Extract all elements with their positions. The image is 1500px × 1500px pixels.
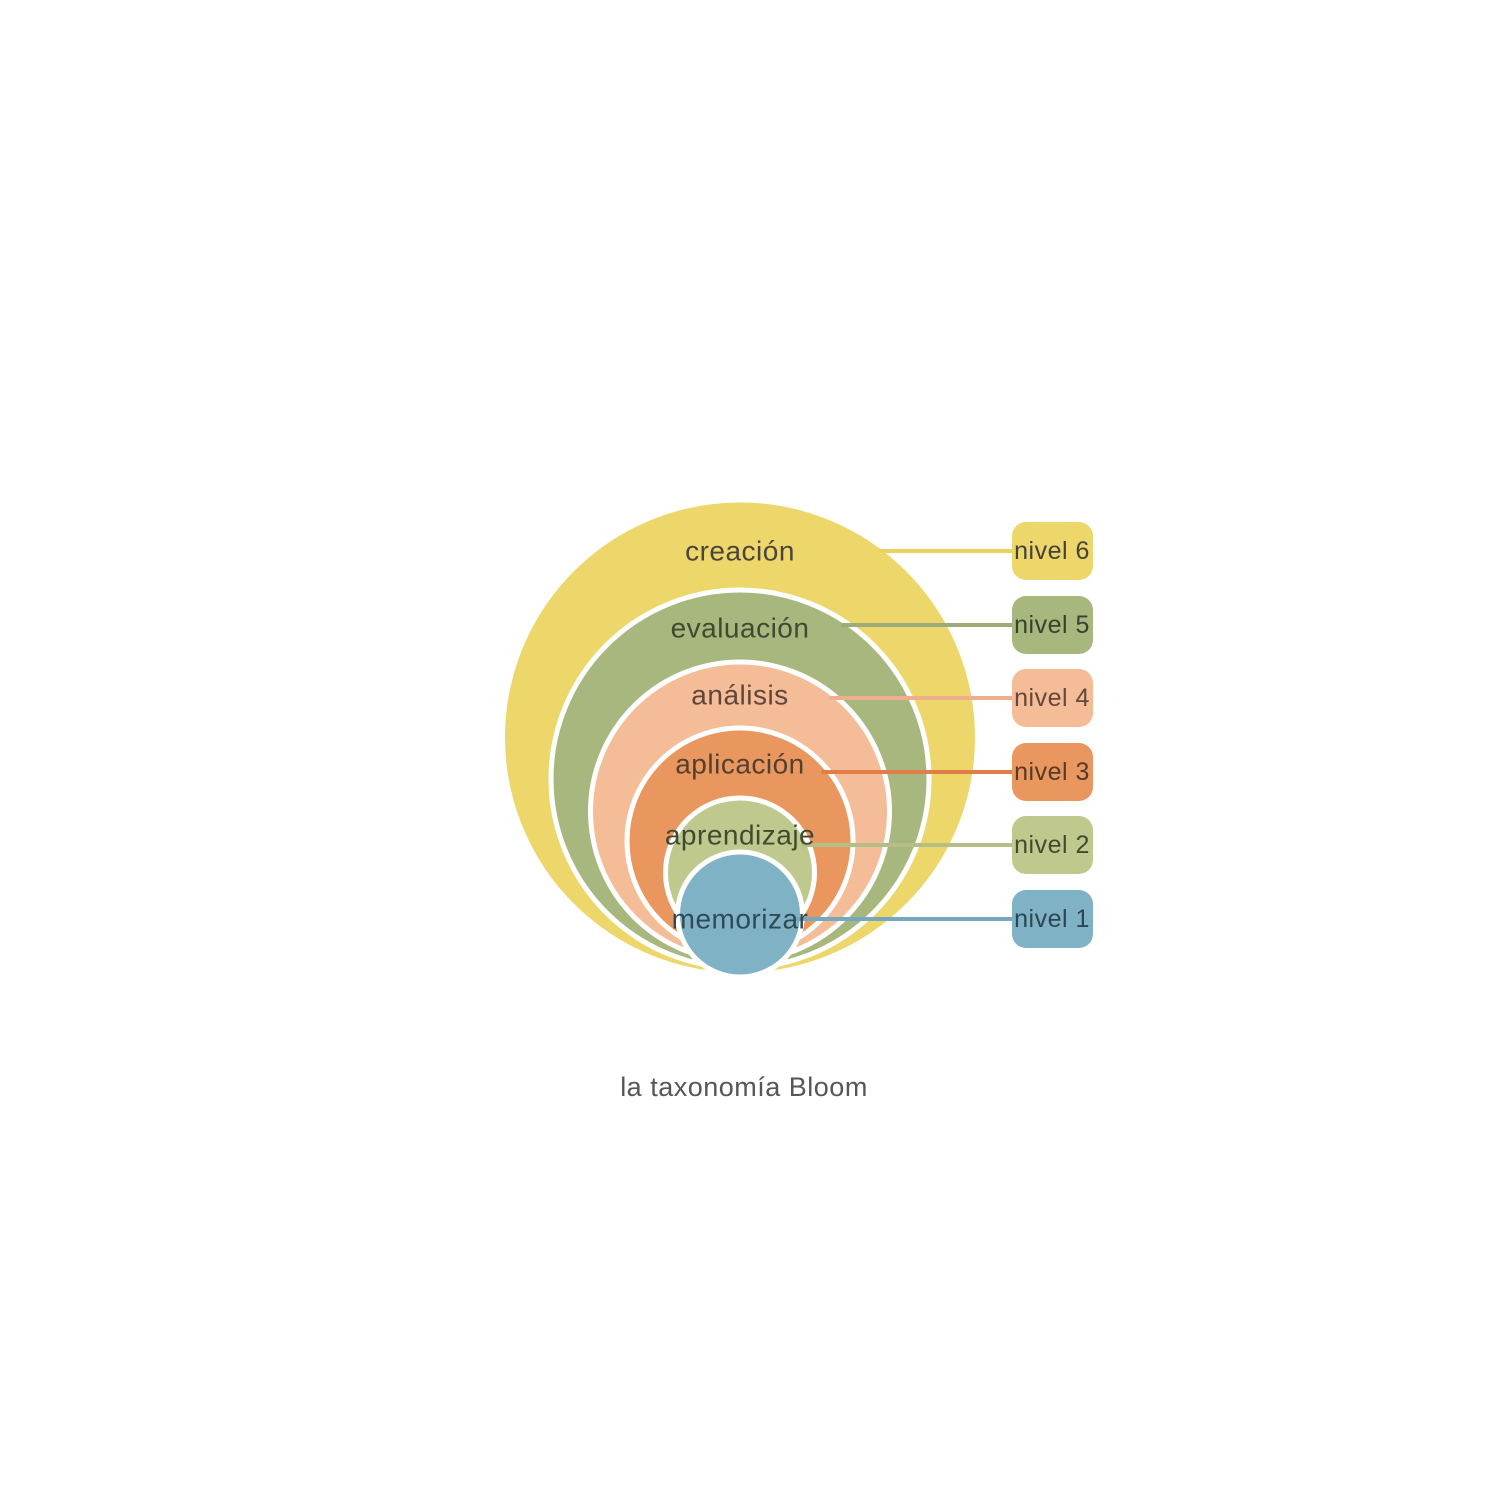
nivel-2-badge-label: nivel 2 [1014,831,1090,859]
nivel-4-badge: nivel 4 [1012,669,1093,727]
nivel-6-badge-label: nivel 6 [1014,537,1090,565]
nivel-2-badge: nivel 2 [1012,816,1093,874]
nivel-4-badge-background [1012,669,1093,727]
nivel-4-badge-label: nivel 4 [1014,684,1090,712]
aprendizaje-label: aprendizaje [665,820,815,851]
nivel-5-badge-background [1012,596,1093,654]
creacion-label: creación [685,536,795,567]
nivel-1-badge: nivel 1 [1012,890,1093,948]
memorizar-label: memorizar [672,904,809,935]
nivel-3-badge-background [1012,743,1093,801]
nivel-3-badge: nivel 3 [1012,743,1093,801]
diagram-title: la taxonomía Bloom [620,1072,868,1102]
nivel-1-badge-label: nivel 1 [1014,905,1090,933]
nivel-6-badge-background [1012,522,1093,580]
nivel-6-badge: nivel 6 [1012,522,1093,580]
nivel-1-badge-background [1012,890,1093,948]
evaluacion-label: evaluación [671,613,810,644]
nivel-5-badge: nivel 5 [1012,596,1093,654]
nivel-5-badge-label: nivel 5 [1014,611,1090,639]
nivel-3-badge-label: nivel 3 [1014,758,1090,786]
nivel-2-badge-background [1012,816,1093,874]
aplicacion-label: aplicación [675,749,805,780]
memorizar-circle [675,849,805,980]
analisis-label: análisis [691,680,788,711]
